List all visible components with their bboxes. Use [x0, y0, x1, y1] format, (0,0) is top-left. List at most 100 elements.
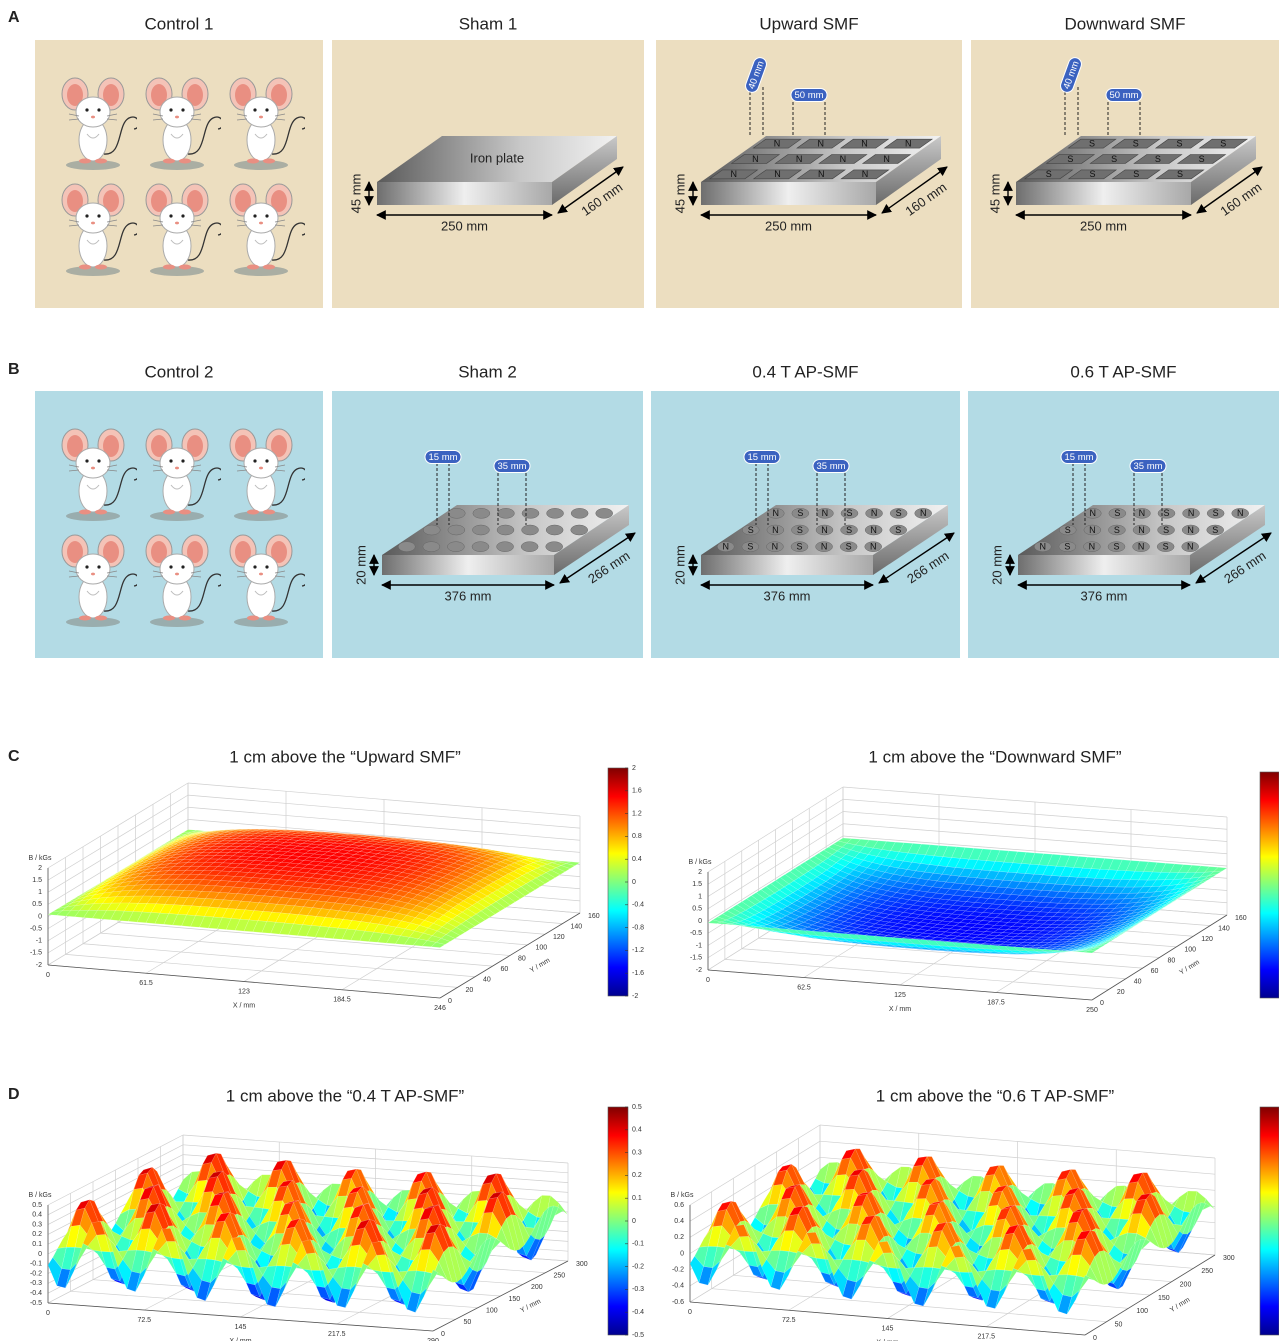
colorbar-tick-label: -0.2	[632, 1263, 644, 1270]
pole-label: N	[1237, 508, 1244, 518]
z-tick-label: 0.3	[32, 1221, 42, 1228]
magnet	[521, 542, 538, 552]
x-tick-label: 0	[706, 977, 710, 984]
colorbar-tick-label: 0.1	[632, 1195, 642, 1202]
y-tick-label: 0	[1100, 1000, 1104, 1007]
pole-label: N	[818, 139, 825, 149]
y-tick-label: 160	[1235, 915, 1247, 922]
grid-line	[83, 944, 475, 977]
pole-label: S	[1046, 169, 1052, 179]
magnet	[571, 525, 588, 535]
surface	[690, 1149, 1215, 1314]
pole-label: S	[846, 508, 852, 518]
magnet	[596, 508, 613, 518]
pole-label: N	[818, 169, 825, 179]
magnet	[497, 525, 514, 535]
callout-text: 15 mm	[1064, 452, 1093, 463]
pole-label: S	[1065, 525, 1071, 535]
pole-label: S	[1213, 508, 1219, 518]
y-tick-label: 140	[571, 923, 583, 930]
colorbar-tick-label: -0.1	[632, 1241, 644, 1248]
dimension-height: 20 mm	[989, 545, 1004, 585]
y-tick-label: 50	[1115, 1322, 1123, 1329]
magnet	[473, 508, 490, 518]
dimension-height: 20 mm	[353, 545, 368, 585]
plate-front	[382, 555, 554, 575]
grid-line	[742, 949, 1126, 979]
panel-title: Upward SMF	[759, 14, 858, 33]
colorbar	[1260, 772, 1279, 998]
x-tick-label: 250	[1086, 1007, 1098, 1014]
z-axis-label: B / kGs	[29, 855, 52, 862]
magnet	[423, 542, 440, 552]
z-tick-label: -1.5	[30, 950, 42, 957]
surface	[708, 838, 1227, 954]
magnet	[522, 508, 539, 518]
panel-label: A	[8, 9, 20, 26]
pole-label: N	[883, 154, 890, 164]
pole-label: N	[772, 542, 779, 552]
z-tick-label: 0	[38, 913, 42, 920]
callout: 50 mm	[791, 89, 827, 102]
pole-label: S	[846, 542, 852, 552]
x-tick-label: 145	[882, 1325, 894, 1332]
magnet	[571, 508, 588, 518]
dimension-height: 20 mm	[672, 545, 687, 585]
x-tick-label: 0	[46, 972, 50, 979]
pole-label: N	[1089, 525, 1096, 535]
plate-front	[701, 555, 873, 575]
callout: 15 mm	[744, 451, 780, 464]
y-tick-label: 20	[1117, 989, 1125, 996]
z-tick-label: -1	[696, 942, 702, 949]
pole-label: S	[1111, 154, 1117, 164]
pole-label: N	[862, 169, 869, 179]
magnet	[497, 542, 514, 552]
y-tick-label: 300	[576, 1261, 588, 1268]
plot-title: 1 cm above the “Downward SMF”	[868, 747, 1122, 766]
magnet	[447, 542, 464, 552]
y-tick-label: 100	[486, 1308, 498, 1315]
y-tick-label: 0	[1093, 1335, 1097, 1341]
callout-text: 50 mm	[794, 90, 823, 101]
pole-label: N	[1187, 542, 1194, 552]
callout: 15 mm	[1061, 451, 1097, 464]
magnet	[546, 525, 563, 535]
pole-label: N	[920, 508, 927, 518]
pole-label: S	[1163, 508, 1169, 518]
colorbar-tick-label: -0.3	[632, 1286, 644, 1293]
y-tick-label: 60	[1151, 968, 1159, 975]
y-tick-label: 100	[1136, 1308, 1148, 1315]
pole-label: N	[840, 154, 847, 164]
x-tick-label: 123	[238, 988, 250, 995]
pole-label: N	[772, 525, 779, 535]
y-tick-label: 100	[1184, 947, 1196, 954]
pole-label: S	[1064, 542, 1070, 552]
x-axis-label: X / mm	[233, 1002, 255, 1009]
callout: 35 mm	[1130, 460, 1166, 473]
y-axis-label: Y / mm	[529, 957, 552, 975]
magnet	[448, 508, 465, 518]
z-tick-label: 0	[680, 1250, 684, 1257]
y-tick-label: 60	[501, 966, 509, 973]
z-tick-label: 0.4	[32, 1212, 42, 1219]
callout: 50 mm	[1106, 89, 1142, 102]
pole-label: S	[846, 525, 852, 535]
callout: 35 mm	[813, 460, 849, 473]
y-tick-label: 0	[448, 998, 452, 1005]
z-axis-label: B / kGs	[29, 1192, 52, 1199]
x-tick-label: 217.5	[328, 1331, 346, 1338]
colorbar-tick-label: 2	[632, 765, 636, 772]
z-tick-label: 0.4	[674, 1218, 684, 1225]
pole-label: S	[1133, 139, 1139, 149]
grid-line	[66, 954, 458, 987]
colorbar-tick-label: 0.4	[632, 856, 642, 863]
z-tick-label: -0.3	[30, 1280, 42, 1287]
y-tick-label: 200	[531, 1284, 543, 1291]
z-tick-label: -1.5	[690, 955, 702, 962]
pole-label: S	[796, 542, 802, 552]
dimension-height: 45 mm	[348, 174, 363, 214]
colorbar-tick-label: 0.5	[632, 1104, 642, 1111]
pole-label: S	[1114, 508, 1120, 518]
x-tick-label: 187.5	[987, 999, 1005, 1006]
x-tick-label: 62.5	[797, 984, 811, 991]
